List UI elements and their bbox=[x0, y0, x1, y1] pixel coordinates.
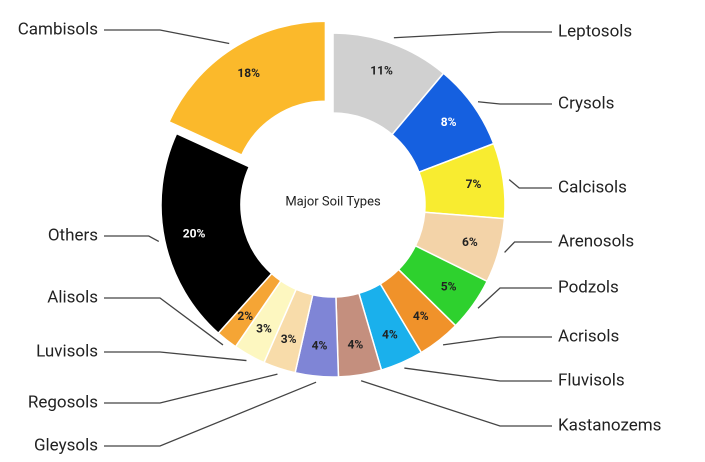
slice-label: Alisols bbox=[47, 287, 98, 307]
leader-line bbox=[104, 373, 278, 404]
value-label: 4% bbox=[312, 339, 328, 353]
slice-label: Luvisols bbox=[36, 341, 98, 361]
slice-label: Kastanozems bbox=[558, 415, 661, 435]
slice bbox=[160, 132, 273, 335]
slice-label: Crysols bbox=[558, 93, 614, 113]
value-label: 2% bbox=[237, 309, 253, 323]
value-label: 20% bbox=[183, 226, 206, 240]
value-label: 4% bbox=[382, 327, 398, 341]
leader-line bbox=[477, 287, 552, 309]
value-label: 5% bbox=[441, 280, 457, 294]
leader-line bbox=[104, 351, 247, 362]
leader-line bbox=[104, 297, 224, 346]
slice-label: Leptosols bbox=[558, 21, 632, 41]
slice-label: Podzols bbox=[558, 277, 619, 297]
slice-label: Arenosols bbox=[558, 231, 634, 251]
slice-label: Regosols bbox=[28, 392, 98, 412]
leader-line bbox=[360, 380, 552, 427]
leader-line bbox=[104, 235, 160, 243]
value-label: 6% bbox=[462, 235, 478, 249]
value-label: 3% bbox=[256, 321, 272, 335]
leader-line bbox=[508, 179, 552, 189]
slice-label: Cambisols bbox=[18, 19, 98, 39]
slice bbox=[167, 20, 327, 156]
leader-line bbox=[442, 336, 552, 346]
value-label: 4% bbox=[348, 337, 364, 351]
value-label: 8% bbox=[441, 115, 457, 129]
value-label: 11% bbox=[370, 64, 393, 78]
value-label: 7% bbox=[466, 177, 482, 191]
slice-label: Calcisols bbox=[558, 177, 627, 197]
value-label: 4% bbox=[413, 309, 429, 323]
center-label: Major Soil Types bbox=[285, 194, 381, 209]
leader-line bbox=[393, 31, 552, 39]
slice-label: Acrisols bbox=[558, 326, 619, 346]
leader-line bbox=[477, 101, 552, 105]
leader-line bbox=[104, 381, 317, 447]
value-label: 18% bbox=[237, 66, 260, 80]
slice-label: Others bbox=[48, 225, 98, 245]
leader-line bbox=[404, 367, 552, 382]
leader-line bbox=[504, 241, 552, 253]
slice-label: Fluvisols bbox=[558, 370, 625, 390]
leader-line bbox=[104, 29, 230, 45]
slice-label: Gleysols bbox=[34, 435, 98, 455]
value-label: 3% bbox=[281, 332, 297, 346]
